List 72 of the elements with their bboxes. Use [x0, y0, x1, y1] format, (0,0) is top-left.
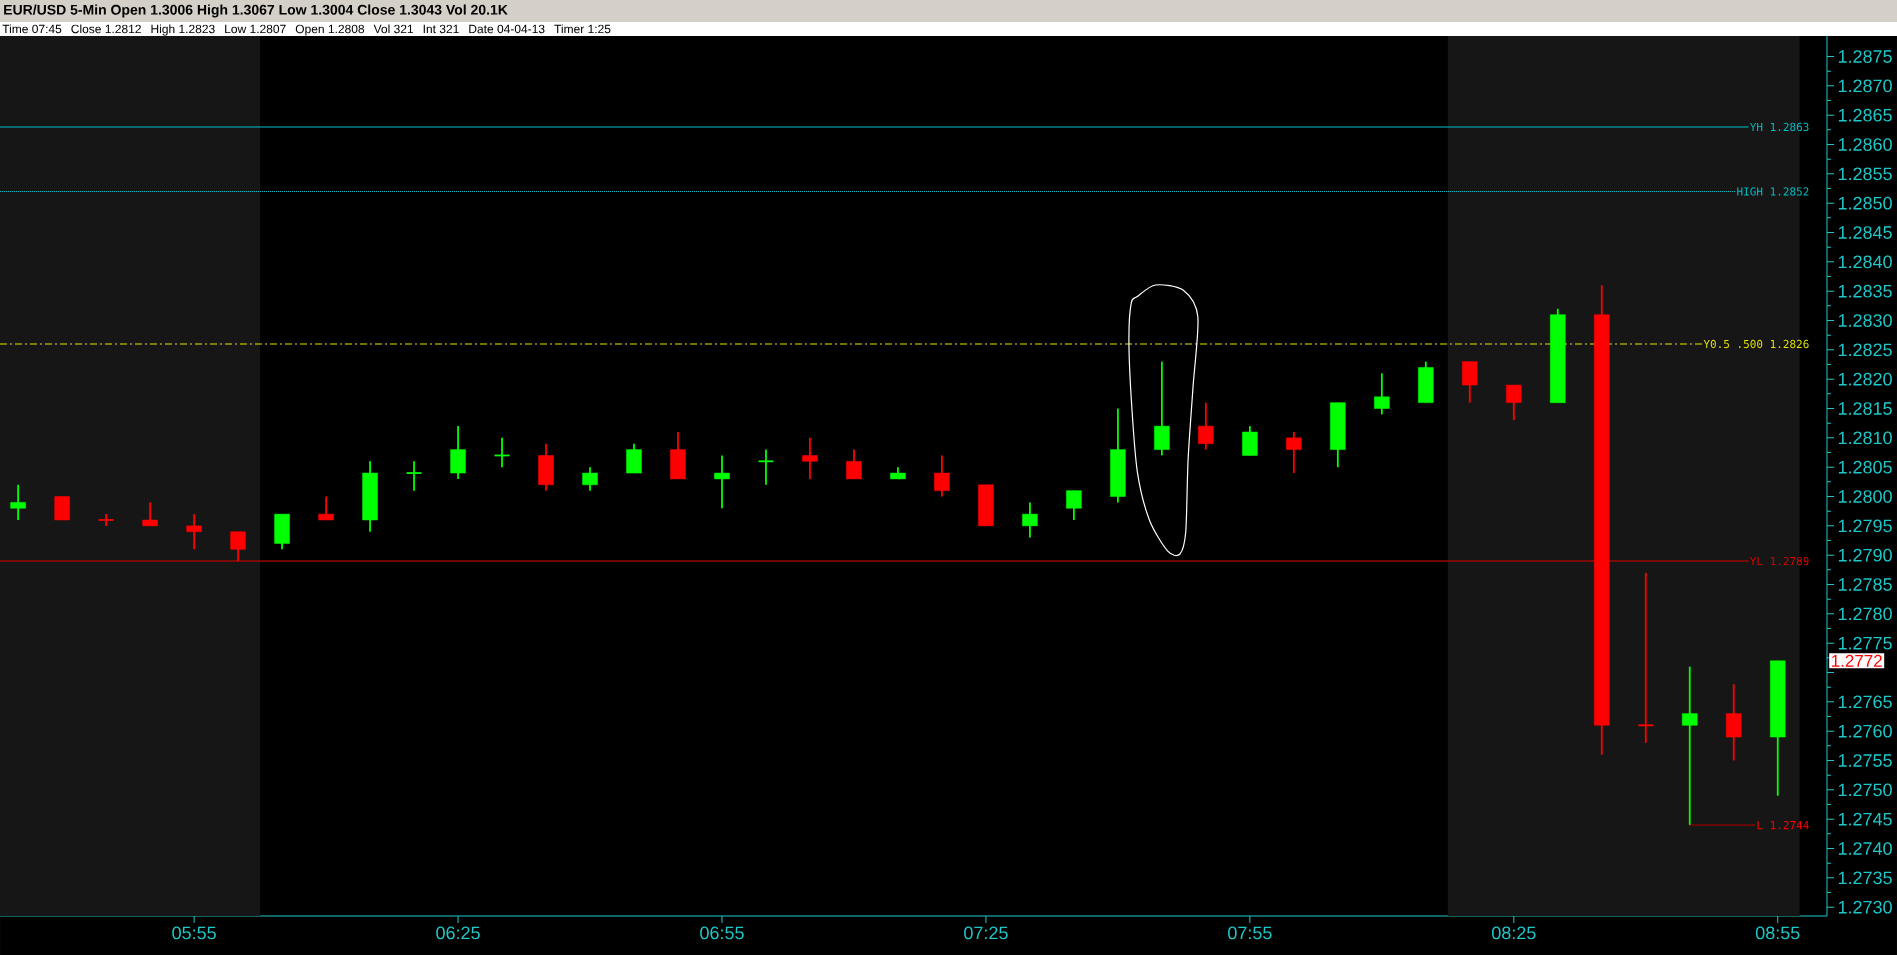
y-tick-label: 1.2790 [1838, 548, 1892, 562]
x-tick-label: 07:55 [1228, 926, 1272, 940]
x-tick-label: 08:25 [1491, 926, 1536, 940]
y-tick-label: 1.2875 [1838, 50, 1892, 63]
candlestick [714, 454, 730, 510]
chart-subtitle: Time 07:45 Close 1.2812 High 1.2823 Low 1.2807 Open 1.2808 Vol 321 Int 321 Date 04-04-13 Timer 1:25 [2, 24, 611, 36]
y-tick-label: 1.2735 [1838, 871, 1892, 885]
candlestick [142, 501, 158, 527]
candlestick [1198, 401, 1214, 451]
y-tick-label: 1.2800 [1838, 490, 1892, 503]
candlestick [1154, 360, 1170, 457]
candlestick [582, 466, 598, 492]
y-tick-label: 1.2850 [1838, 196, 1892, 210]
ref-line-label: HIGH 1.2852 [1737, 187, 1809, 196]
y-tick-label: 1.2830 [1838, 314, 1892, 327]
annotation: L 1.2744 [1757, 820, 1809, 830]
candlestick [1682, 665, 1698, 826]
candlestick [1066, 489, 1082, 521]
candlestick [1725, 683, 1742, 762]
y-tick-label: 1.2840 [1838, 255, 1892, 269]
y-tick-label: 1.2870 [1838, 79, 1892, 93]
y-tick-label: 1.2755 [1838, 754, 1892, 767]
candlestick [757, 448, 775, 486]
ref-line-label: YH 1.2863 [1749, 122, 1809, 132]
candlestick [802, 436, 818, 480]
y-tick-label: 1.2780 [1838, 607, 1892, 621]
text: 1.2772 [1832, 654, 1882, 667]
y-tick-label: 1.2825 [1838, 343, 1892, 357]
candlestick [230, 530, 246, 562]
candlestick [405, 460, 423, 492]
candlestick [54, 495, 70, 521]
candlestick [318, 495, 334, 521]
y-tick-label: 1.2865 [1838, 108, 1892, 122]
y-tick-label: 1.2805 [1838, 460, 1892, 474]
y-tick-label: 1.2765 [1838, 695, 1892, 709]
candlestick [1374, 372, 1390, 416]
y-tick-label: 1.2750 [1838, 783, 1892, 797]
y-tick-label: 1.2845 [1838, 226, 1892, 239]
x-tick-label: 06:25 [436, 926, 480, 940]
candlestick [450, 425, 466, 480]
candlestick [1242, 425, 1258, 457]
x-tick-label: 08:55 [1755, 926, 1800, 940]
candlestick [626, 442, 642, 474]
y-tick-label: 1.2860 [1838, 138, 1892, 151]
candlestick [1506, 384, 1522, 422]
candlestick [10, 483, 26, 521]
ref-line-label: Y0.5 .500 1.2826 [1703, 339, 1809, 349]
y-tick-label: 1.2730 [1838, 900, 1892, 914]
ref-line-label: YL 1.2789 [1749, 556, 1809, 566]
y-tick-label: 1.2760 [1838, 724, 1892, 738]
y-tick-label: 1.2775 [1838, 636, 1892, 650]
y-tick-label: 1.2835 [1838, 284, 1892, 298]
candlestick [1022, 501, 1038, 539]
candlestick [934, 454, 950, 498]
candlestick [846, 448, 862, 480]
x-tick-label: 05:55 [172, 926, 216, 940]
candlestick [186, 513, 202, 551]
y-tick-label: 1.2820 [1838, 372, 1892, 386]
y-tick-label: 1.2740 [1838, 842, 1892, 855]
x-tick-label: 06:55 [700, 926, 744, 940]
y-tick-label: 1.2795 [1838, 519, 1892, 533]
y-tick-label: 1.2785 [1838, 578, 1892, 591]
y-tick-label: 1.2855 [1838, 167, 1892, 181]
candlestick [97, 513, 115, 527]
candlestick [1637, 571, 1655, 744]
y-tick-label: 1.2745 [1838, 812, 1892, 826]
x-tick-label: 07:25 [964, 926, 1008, 940]
y-tick-label: 1.2815 [1838, 402, 1892, 415]
chart-title: EUR/USD 5-Min Open 1.3006 High 1.3067 Low 1.3004 Close 1.3043 Vol 20.1K [4, 4, 508, 18]
candlestick [1286, 431, 1302, 474]
candlestick [1462, 360, 1478, 404]
y-tick-label: 1.2810 [1838, 431, 1892, 445]
